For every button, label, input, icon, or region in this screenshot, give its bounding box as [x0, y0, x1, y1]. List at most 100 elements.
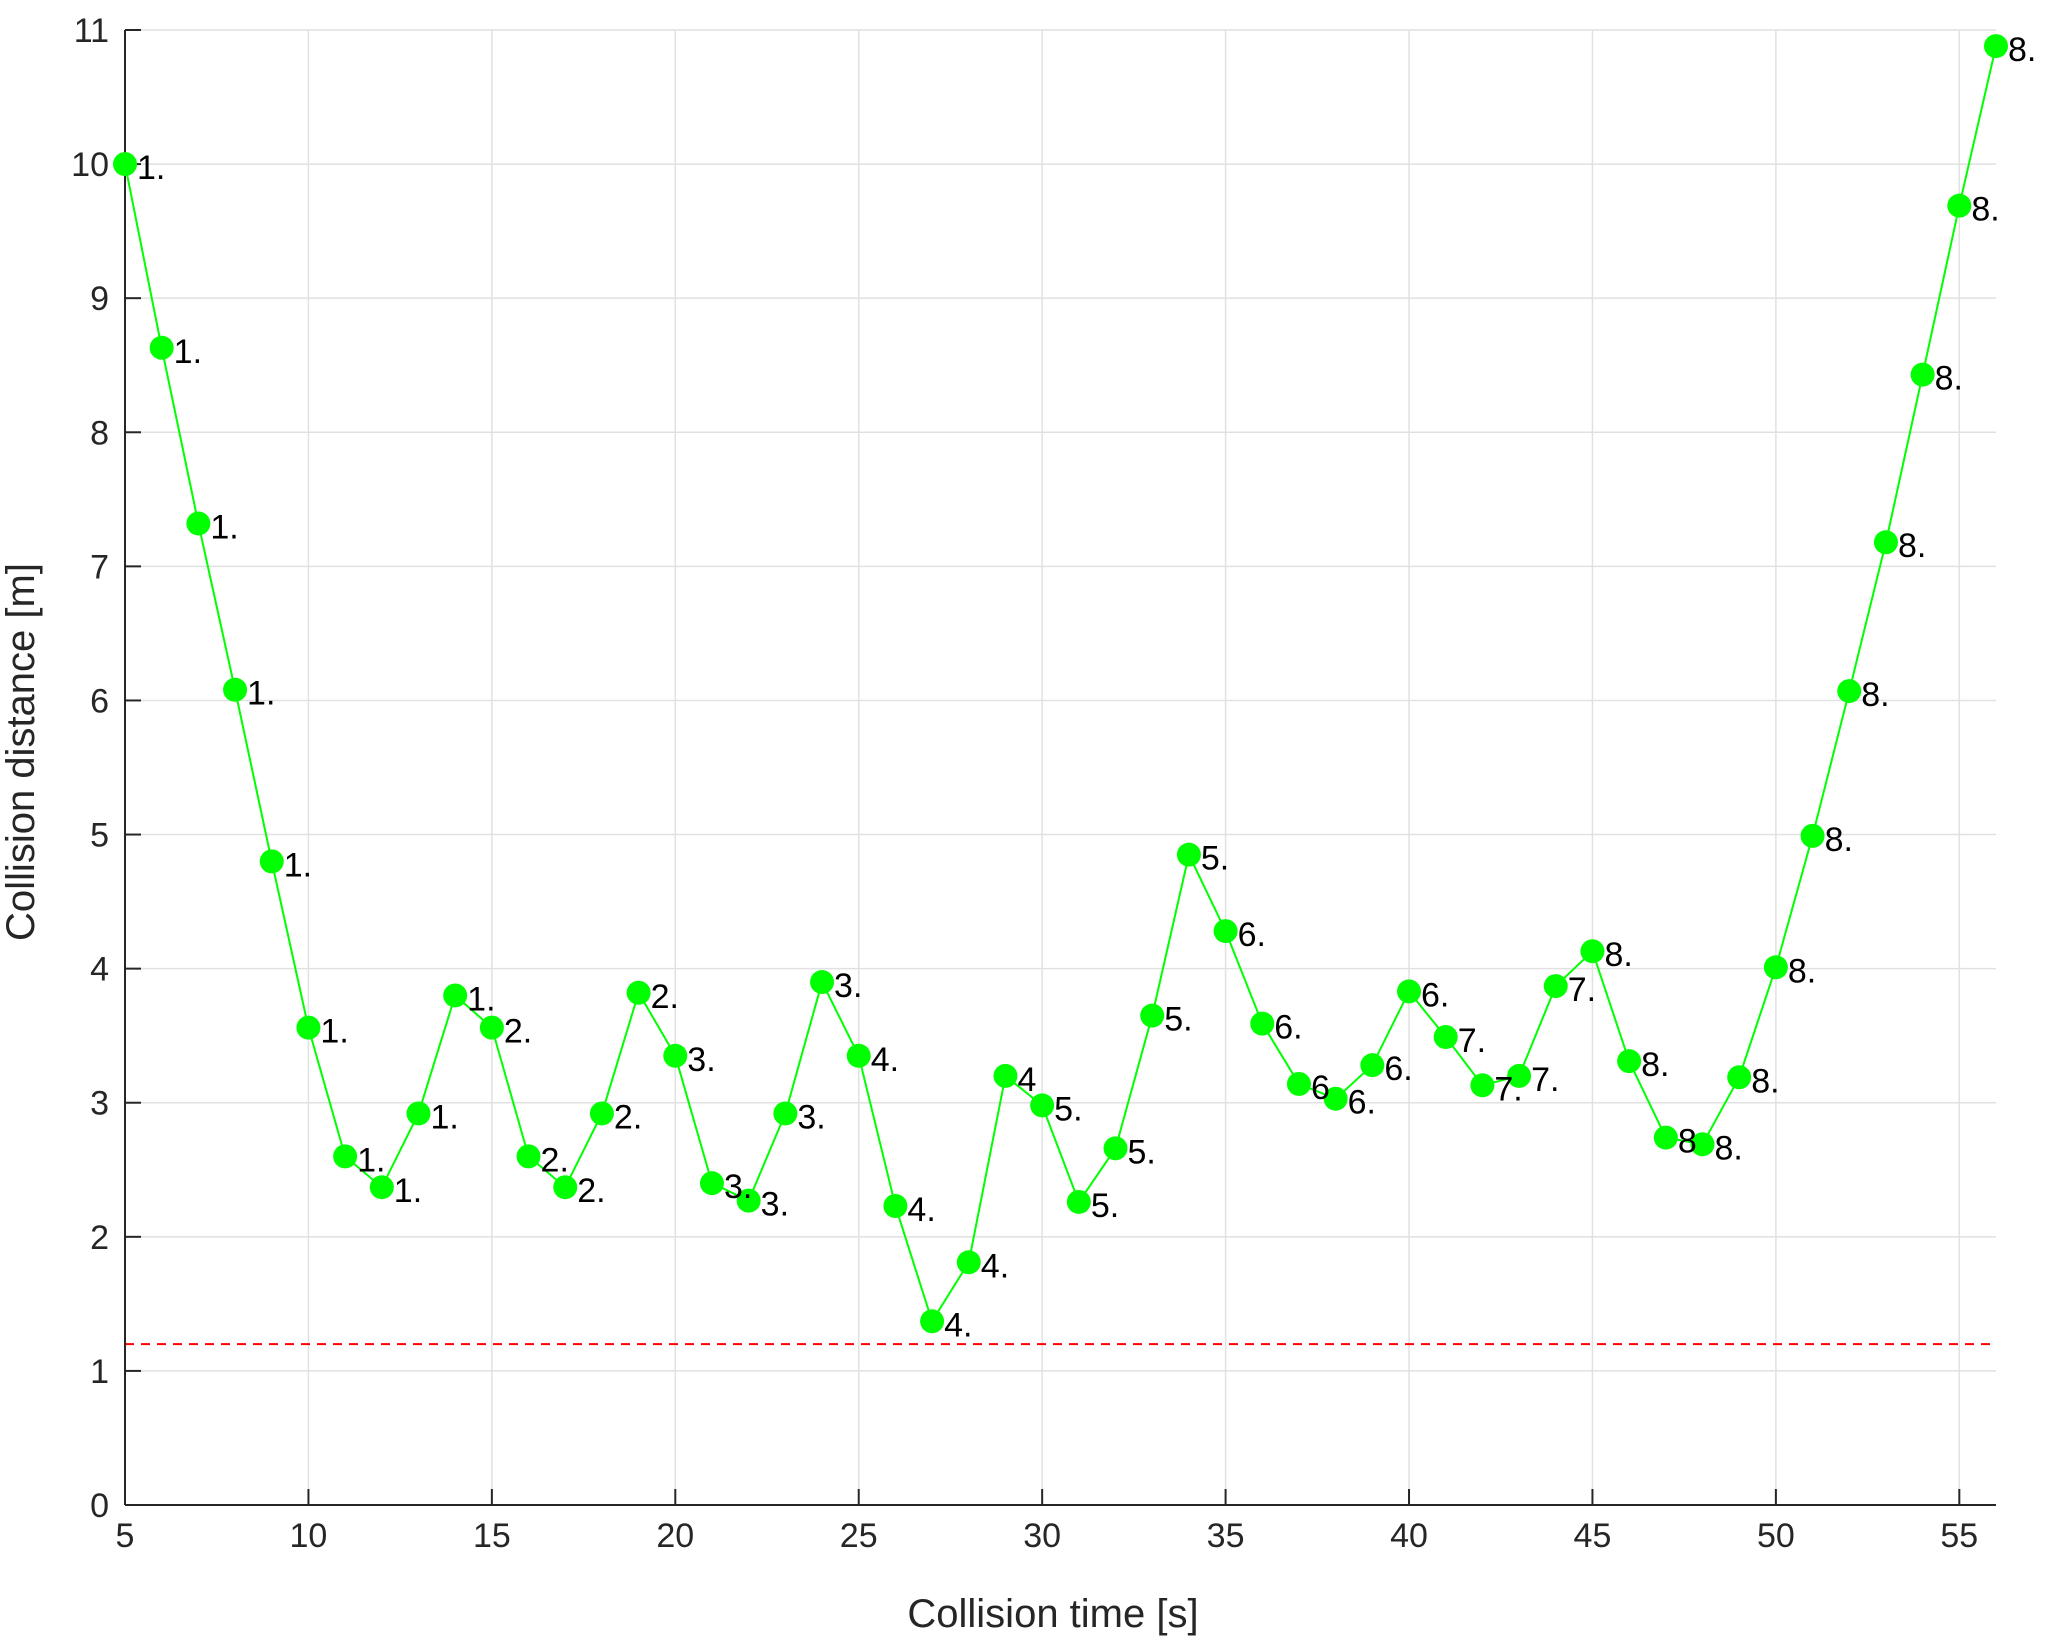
- data-point: [1873, 530, 1898, 555]
- data-point-label: 4: [1017, 1061, 1036, 1099]
- data-point-label: 5.: [1054, 1090, 1082, 1128]
- data-point-label: 1.: [210, 508, 238, 546]
- data-point-label: 3.: [797, 1098, 825, 1136]
- x-tick-label: 25: [840, 1517, 878, 1555]
- data-point: [736, 1188, 761, 1213]
- data-point: [1543, 974, 1568, 999]
- data-point: [993, 1063, 1018, 1088]
- data-point-label: 2.: [541, 1141, 569, 1179]
- data-point: [1397, 979, 1422, 1004]
- y-tick-label: 11: [74, 12, 109, 50]
- data-point-label: 4.: [944, 1306, 972, 1344]
- data-point-label: 4.: [871, 1041, 899, 1079]
- data-point-label: 6: [1311, 1069, 1330, 1107]
- y-tick-label: 7: [90, 548, 109, 586]
- data-point-label: 3.: [834, 967, 862, 1005]
- data-point-label: 2.: [614, 1098, 642, 1136]
- series-line-layer: [124, 45, 1997, 1324]
- data-point: [479, 1015, 504, 1040]
- x-tick-label: 40: [1390, 1517, 1428, 1555]
- data-point: [920, 1309, 945, 1334]
- data-point: [773, 1101, 798, 1126]
- data-point: [1250, 1011, 1275, 1036]
- data-point-label: 1.: [137, 149, 165, 187]
- data-point: [1617, 1049, 1642, 1074]
- data-point: [223, 677, 248, 702]
- data-point-label: 8.: [1641, 1046, 1669, 1084]
- y-tick-label: 3: [90, 1085, 109, 1123]
- y-tick-label: 4: [90, 951, 109, 989]
- data-point-label: 8.: [1971, 191, 1999, 229]
- x-axis-title: Collision time [s]: [907, 1592, 1198, 1636]
- y-tick-label: 10: [71, 146, 109, 184]
- data-point-label: 7.: [1494, 1070, 1522, 1108]
- data-point: [1066, 1189, 1091, 1214]
- data-point: [443, 983, 468, 1008]
- data-point: [333, 1144, 358, 1169]
- data-point: [369, 1175, 394, 1200]
- data-point-label: 3.: [761, 1186, 789, 1224]
- data-point-label: 1.: [284, 846, 312, 884]
- grid-lines: [124, 29, 1996, 1506]
- data-point-label: 2.: [651, 978, 679, 1016]
- series-points-layer: [113, 34, 2008, 1334]
- data-point-label: 8.: [1788, 952, 1816, 990]
- data-point: [1690, 1132, 1715, 1157]
- data-point-label: 8.: [1935, 360, 1963, 398]
- data-point-label: 6.: [1348, 1084, 1376, 1122]
- data-point: [149, 335, 174, 360]
- data-point-label: 2.: [504, 1013, 532, 1051]
- data-point-label: 6.: [1421, 976, 1449, 1014]
- data-point: [406, 1101, 431, 1126]
- data-point: [846, 1043, 871, 1068]
- data-point: [1984, 34, 2008, 59]
- data-point: [810, 970, 835, 995]
- data-point: [1030, 1093, 1055, 1118]
- data-point: [1103, 1136, 1128, 1161]
- point-labels-layer: 1.1.1.1.1.1.1.1.1.1.2.2.2.2.2.3.3. 3.3.3.…: [137, 31, 2036, 1344]
- data-point-label: 6.: [1274, 1009, 1302, 1047]
- x-tick-label: 20: [656, 1517, 694, 1555]
- data-point: [663, 1043, 688, 1068]
- data-point-label: 4.: [907, 1191, 935, 1229]
- data-point: [1653, 1125, 1678, 1150]
- data-point-label: 6.: [1238, 916, 1266, 954]
- data-point-label: 8.: [1604, 936, 1632, 974]
- y-tick-label: 9: [90, 280, 109, 318]
- data-point-label: 3.: [687, 1041, 715, 1079]
- data-point: [1507, 1063, 1532, 1088]
- data-point-label: 8.: [1751, 1062, 1779, 1100]
- data-point-label: 3.: [724, 1168, 752, 1206]
- data-point-label: 1.: [467, 980, 495, 1018]
- data-point: [1470, 1073, 1495, 1098]
- data-point-label: 8.: [1898, 527, 1926, 565]
- x-tick-label: 45: [1574, 1517, 1612, 1555]
- data-point-label: 5.: [1164, 1001, 1192, 1039]
- data-point: [883, 1193, 908, 1218]
- data-point-label: 5.: [1128, 1133, 1156, 1171]
- data-point-label: 8.: [2008, 31, 2036, 69]
- data-point: [1176, 842, 1201, 867]
- data-point: [589, 1101, 614, 1126]
- data-point-label: 5.: [1201, 840, 1229, 878]
- data-point-label: 7.: [1568, 971, 1596, 1009]
- data-point: [1140, 1003, 1165, 1028]
- y-tick-label: 8: [90, 414, 109, 452]
- data-point-label: 1.: [430, 1098, 458, 1136]
- data-point-label: 2.: [577, 1172, 605, 1210]
- data-point-label: 1.: [357, 1141, 385, 1179]
- y-tick-label: 1: [90, 1353, 109, 1391]
- data-point-label: 8.: [1861, 676, 1889, 714]
- data-point: [516, 1144, 541, 1169]
- x-tick-label: 10: [290, 1517, 328, 1555]
- data-point: [296, 1015, 321, 1040]
- x-tick-label: 55: [1940, 1517, 1978, 1555]
- data-point-label: 1.: [174, 333, 202, 371]
- y-tick-label: 2: [90, 1219, 109, 1257]
- data-point: [1213, 919, 1238, 944]
- x-tick-label: 50: [1757, 1517, 1795, 1555]
- y-axis-title: Collision distance [m]: [0, 563, 43, 941]
- data-point: [1910, 362, 1935, 387]
- data-point: [1800, 823, 1825, 848]
